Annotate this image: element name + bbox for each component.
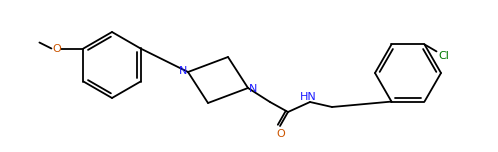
Text: N: N (249, 84, 257, 94)
Text: O: O (276, 129, 285, 139)
Text: Cl: Cl (438, 51, 449, 61)
Text: O: O (52, 43, 61, 54)
Text: N: N (179, 66, 187, 76)
Text: HN: HN (300, 92, 316, 102)
